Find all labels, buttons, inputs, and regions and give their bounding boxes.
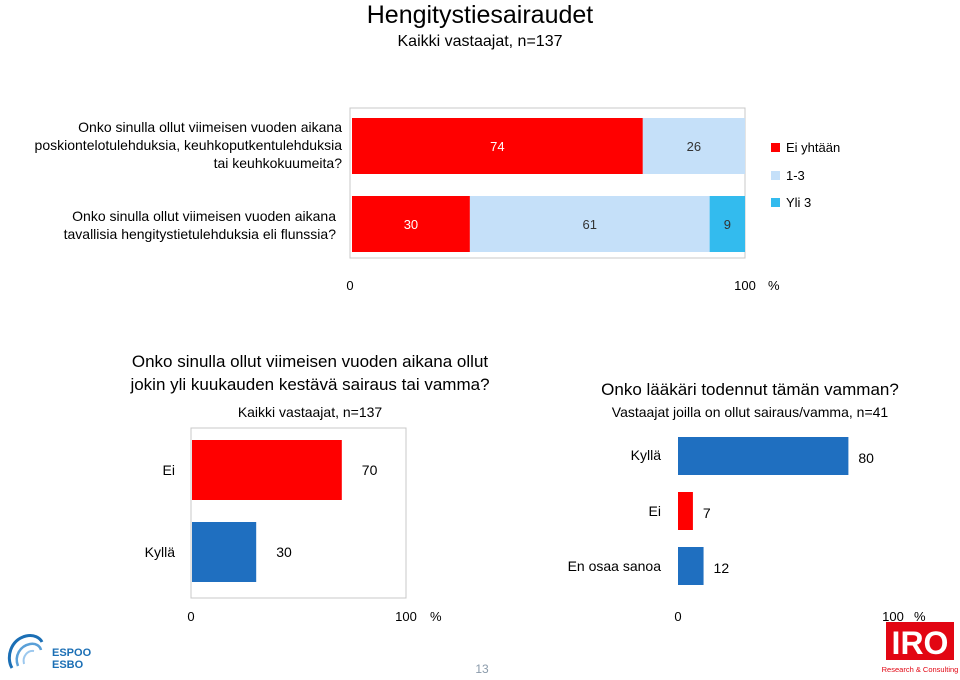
top-stacked-bar-chart: 0 100 % 74 26 30 61 9 Ei yhtään 1-3 Yli 3 — [346, 107, 840, 293]
category-label: En osaa sanoa — [568, 558, 662, 574]
left-bar-chart: 0 100 % Ei 70 Kyllä 30 — [145, 427, 442, 624]
iro-logo-box — [886, 622, 954, 660]
stacked-bar-segment — [352, 196, 470, 252]
iro-logo: IRO Research & Consulting — [882, 622, 958, 674]
bar-value-label: 12 — [714, 560, 730, 576]
category-label: Ei — [163, 462, 175, 478]
espoo-logo-swirl — [22, 649, 35, 665]
right-axis-max-label: 100 — [882, 609, 904, 624]
bar-value-label: 30 — [276, 544, 292, 560]
bar-value-label: 7 — [703, 505, 711, 521]
top-plot-frame — [349, 107, 746, 259]
segment-value-label: 26 — [687, 139, 701, 154]
category-label: Kyllä — [145, 544, 176, 560]
top-axis-max-label: 100 — [734, 278, 756, 293]
left-plot-frame — [190, 427, 407, 599]
bar — [678, 547, 704, 585]
bar-value-label: 80 — [858, 450, 874, 466]
segment-value-label: 74 — [490, 139, 504, 154]
category-label: Kyllä — [631, 447, 662, 463]
top-axis-min-label: 0 — [346, 278, 353, 293]
question-label-2: Onko sinulla ollut viimeisen vuoden aika… — [0, 207, 336, 243]
question-label-line: tavallisia hengitystietulehduksia eli fl… — [63, 226, 336, 242]
bar — [192, 522, 257, 582]
espoo-logo-swirl — [15, 642, 43, 667]
right-axis-min-label: 0 — [674, 609, 681, 624]
espoo-logo: ESPOO ESBO — [7, 634, 92, 671]
espoo-logo-text: ESPOO — [52, 647, 92, 659]
stacked-bar-segment — [642, 118, 745, 174]
question-label-line: tai keuhkokuumeita? — [213, 155, 342, 171]
stacked-bar-segment — [352, 118, 643, 174]
left-chart-title-line: Onko sinulla ollut viimeisen vuoden aika… — [131, 352, 489, 371]
segment-value-label: 30 — [404, 217, 418, 232]
left-chart-subtitle: Kaikki vastaajat, n=137 — [237, 404, 383, 420]
page-subtitle: Kaikki vastaajat, n=137 — [397, 33, 563, 50]
left-axis-unit-label: % — [430, 609, 442, 624]
stacked-bar-segment — [709, 196, 745, 252]
bar — [192, 440, 342, 500]
bar — [678, 437, 849, 475]
bar — [678, 492, 693, 530]
left-axis-max-label: 100 — [395, 609, 417, 624]
bar-value-label: 70 — [362, 462, 378, 478]
legend-swatch — [771, 198, 780, 207]
category-label: Ei — [649, 503, 661, 519]
question-label-line: Onko sinulla ollut viimeisen vuoden aika… — [78, 119, 342, 135]
page-number: 13 — [475, 662, 489, 676]
question-label-1: Onko sinulla ollut viimeisen vuoden aika… — [0, 118, 342, 172]
right-chart-title: Onko lääkäri todennut tämän vamman? — [601, 380, 899, 399]
espoo-logo-swirl — [7, 634, 44, 669]
page-title: Hengitystiesairaudet — [366, 1, 594, 29]
left-chart-title-line: jokin yli kuukauden kestävä sairaus tai … — [130, 375, 490, 394]
right-bar-chart: 0 100 % Kyllä 80 Ei 7 En osaa sanoa 12 — [568, 437, 926, 624]
stacked-bar-segment — [469, 196, 710, 252]
left-chart-title: Onko sinulla ollut viimeisen vuoden aika… — [80, 350, 540, 396]
right-axis-unit-label: % — [914, 609, 926, 624]
esbo-logo-text: ESBO — [52, 659, 84, 671]
question-label-line: poskiontelotulehduksia, keuhkoputkentule… — [34, 137, 342, 153]
iro-logo-tagline: Research & Consulting — [882, 665, 958, 674]
legend-label: Yli 3 — [786, 195, 811, 210]
segment-value-label: 61 — [583, 217, 597, 232]
iro-logo-text: IRO — [892, 625, 949, 661]
question-label-line: Onko sinulla ollut viimeisen vuoden aika… — [72, 208, 336, 224]
right-chart-subtitle: Vastaajat joilla on ollut sairaus/vamma,… — [611, 404, 889, 420]
legend-label: Ei yhtään — [786, 140, 840, 155]
legend-swatch — [771, 143, 780, 152]
segment-value-label: 9 — [724, 217, 731, 232]
legend-label: 1-3 — [786, 168, 805, 183]
top-axis-unit-label: % — [768, 278, 780, 293]
left-axis-min-label: 0 — [187, 609, 194, 624]
legend-swatch — [771, 171, 780, 180]
